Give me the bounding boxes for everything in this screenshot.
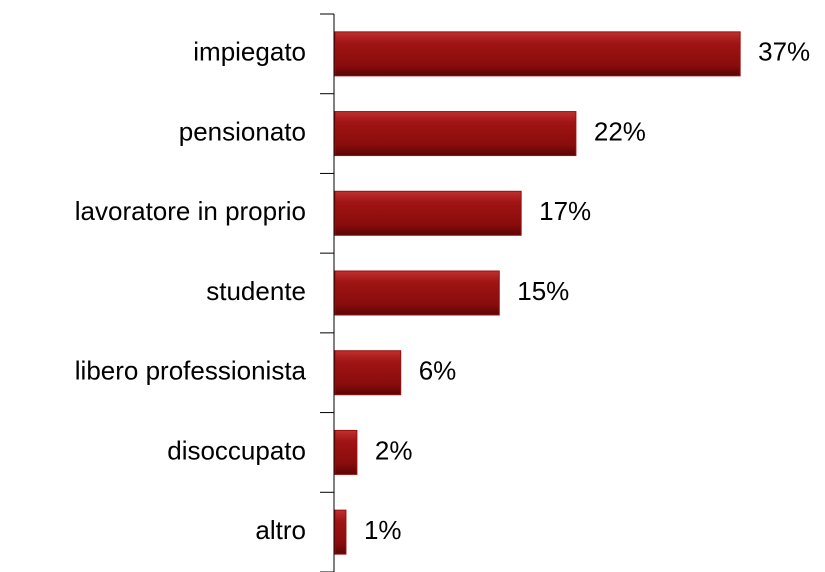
bar [334, 429, 358, 475]
category-label: altro [255, 515, 306, 545]
value-label: 22% [594, 116, 646, 146]
value-label: 6% [419, 356, 457, 386]
bar [334, 350, 402, 396]
bar [334, 111, 577, 157]
value-label: 2% [375, 435, 413, 465]
value-label: 17% [539, 196, 591, 226]
value-label: 37% [758, 37, 810, 67]
value-label: 15% [517, 276, 569, 306]
category-label: pensionato [179, 116, 306, 146]
bar [334, 190, 522, 236]
category-label: disoccupato [167, 435, 306, 465]
bar [334, 270, 500, 316]
category-label: impiegato [193, 37, 306, 67]
category-label: lavoratore in proprio [75, 196, 306, 226]
category-label: studente [206, 276, 306, 306]
bar [334, 31, 741, 77]
value-label: 1% [364, 515, 402, 545]
category-label: libero professionista [75, 356, 307, 386]
bar [334, 509, 347, 555]
